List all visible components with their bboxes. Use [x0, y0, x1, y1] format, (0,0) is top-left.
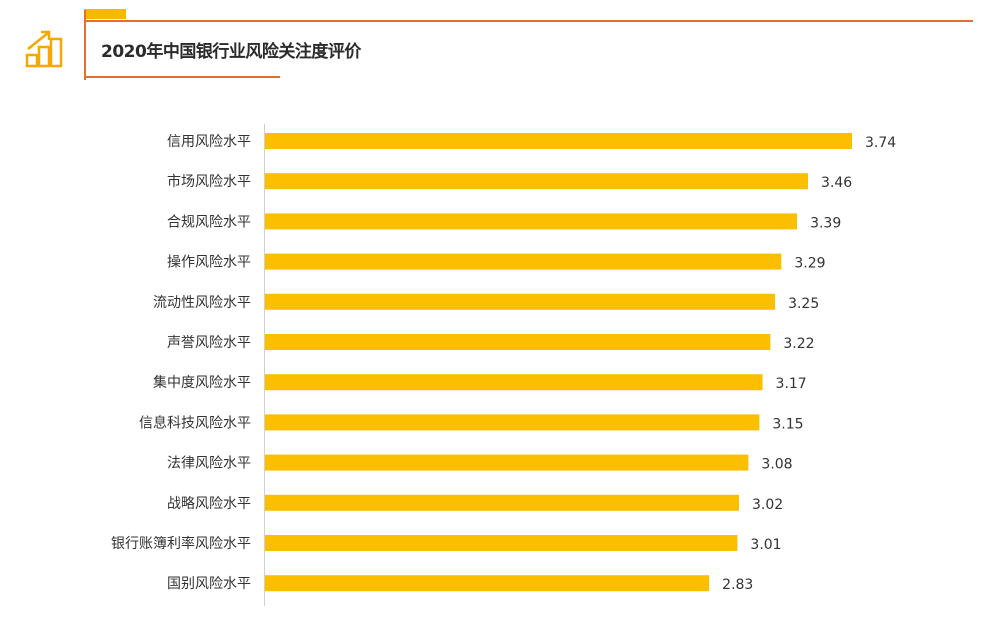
bar-chart-growth-icon	[25, 30, 63, 68]
category-label: 法律风险水平	[167, 456, 251, 472]
category-label: 市场风险水平	[167, 173, 251, 190]
chart-title: 2020年中国银行业风险关注度评价	[101, 42, 361, 62]
value-label: 3.15	[772, 416, 803, 432]
value-label: 3.08	[761, 457, 792, 473]
bar	[265, 173, 809, 190]
value-label: 3.02	[752, 497, 783, 513]
value-label: 3.17	[776, 376, 807, 392]
bar	[265, 213, 798, 230]
header-rule-vertical	[84, 10, 86, 80]
value-label: 3.29	[794, 256, 825, 272]
bar	[265, 293, 776, 310]
value-label: 3.25	[788, 296, 819, 312]
header-accent-block	[84, 9, 126, 19]
category-label: 集中度风险水平	[153, 374, 251, 391]
category-label: 声誉风险水平	[167, 335, 251, 351]
bar	[265, 374, 763, 391]
category-label: 流动性风险水平	[153, 295, 251, 311]
bar	[265, 494, 739, 511]
category-label: 战略风险水平	[167, 496, 251, 512]
bar	[265, 575, 710, 592]
bar	[265, 454, 749, 471]
category-label: 合规风险水平	[167, 214, 251, 230]
value-label: 3.46	[821, 175, 852, 191]
bar	[265, 414, 760, 431]
bar	[265, 133, 852, 149]
category-label: 信用风险水平	[167, 134, 251, 150]
bars-group: 信用风险水平 3.74 市场风险水平 3.46 合规风险水平 3.39 操作风险水平 3.29…	[111, 133, 896, 593]
value-label: 3.74	[865, 135, 896, 151]
category-label: 国别风险水平	[167, 576, 251, 592]
value-label: 3.22	[783, 336, 814, 352]
value-label: 2.83	[722, 577, 753, 593]
bar	[265, 535, 738, 551]
bar	[265, 334, 771, 350]
header-rule-top	[84, 20, 973, 22]
header-rule-bottom	[84, 76, 280, 78]
category-label: 操作风险水平	[167, 255, 251, 271]
value-label: 3.01	[750, 537, 781, 553]
value-label: 3.39	[810, 215, 841, 231]
category-label: 信息科技风险水平	[139, 414, 251, 431]
category-label: 银行账簿利率风险水平	[111, 535, 251, 552]
bar	[265, 253, 782, 270]
